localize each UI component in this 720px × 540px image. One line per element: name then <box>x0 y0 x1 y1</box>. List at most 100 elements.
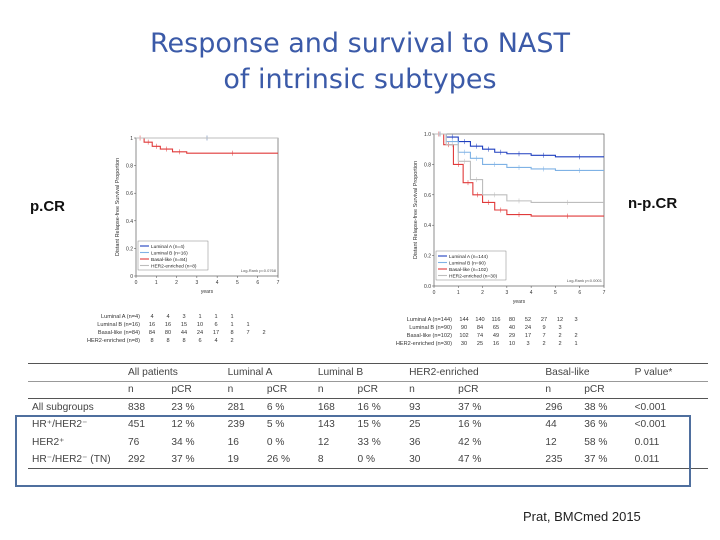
table-cell: 16 % <box>458 419 482 431</box>
legend-entry: Luminal B (n=90) <box>449 260 486 266</box>
y-tick-label: 0.6 <box>424 193 431 199</box>
table-cell: 37 % <box>167 451 224 469</box>
table-group-header-row: All patients Luminal A Luminal B HER2-en… <box>28 363 708 382</box>
risk-value: 27 <box>540 317 548 323</box>
risk-row-label: HER2-enriched (n=8) <box>86 338 140 344</box>
risk-value: 3 <box>558 325 562 331</box>
x-tick-label: 1 <box>155 280 158 286</box>
x-tick-label: 6 <box>256 280 259 286</box>
risk-value: 17 <box>524 333 532 339</box>
risk-value: 12 <box>556 317 564 323</box>
sub-header: pCR <box>454 381 542 399</box>
risk-value: 6 <box>214 322 218 328</box>
risk-value: 24 <box>524 325 532 331</box>
table-cell: 0 % <box>266 436 285 448</box>
risk-row-label: HER2-enriched (n=30) <box>395 341 452 347</box>
table-row: HR⁺/HER2⁻ 451 12 % 239 5 % 143 15 % 25 16 % 44 36 … <box>28 416 708 434</box>
risk-row: HER2-enriched (n=8) 8 8 8 6 4 2 <box>82 337 282 345</box>
risk-value: 9 <box>542 325 546 331</box>
group-header: Basal-like <box>541 363 631 382</box>
table-cell: 6 % <box>266 402 285 413</box>
table-cell: 19 <box>223 451 263 469</box>
risk-value: 30 <box>460 341 468 347</box>
table-cell: 12 % <box>171 419 195 431</box>
risk-row-label: Luminal B (n=90) <box>409 325 452 331</box>
table-cell: 16 <box>227 436 239 448</box>
risk-value: 1 <box>574 341 578 347</box>
risk-value: 74 <box>476 333 484 339</box>
risk-value: 24 <box>196 330 204 336</box>
table-cell: 36 <box>409 436 421 448</box>
risk-value: 4 <box>214 338 218 344</box>
sub-header: pCR <box>353 381 406 399</box>
table-cell: 25 <box>409 419 421 431</box>
risk-value: 1 <box>230 314 234 320</box>
x-axis-label: years <box>513 299 526 305</box>
x-tick-label: 7 <box>603 290 606 296</box>
risk-value: 144 <box>459 317 469 323</box>
risk-value: 16 <box>492 341 500 347</box>
y-tick-label: 0.2 <box>126 246 133 252</box>
risk-value: 7 <box>246 330 250 336</box>
y-tick-label: 0.8 <box>126 164 133 170</box>
risk-value: 80 <box>164 330 172 336</box>
risk-row: Basal-like (n=84) 84 80 44 24 17 8 7 2 <box>82 329 282 337</box>
risk-value: 3 <box>182 314 186 320</box>
x-tick-label: 0 <box>135 280 138 286</box>
x-tick-label: 3 <box>505 290 508 296</box>
risk-value: 102 <box>459 333 469 339</box>
legend-entry: Basal-like (n=84) <box>151 257 188 263</box>
risk-value: 2 <box>542 341 546 347</box>
sub-header: pCR <box>580 381 631 399</box>
pvalue-label: Log-Rank p<0.0001 <box>567 278 603 283</box>
table-row: HER2⁺ 76 34 % 16 0 % 12 33 % 36 42 % 12 58 % 0.011 <box>28 434 708 452</box>
pvalue-label: Log-Rank p=0.0768 <box>241 268 277 273</box>
group-header: P value* <box>630 363 708 382</box>
risk-value: 6 <box>198 338 202 344</box>
risk-value: 80 <box>508 317 516 323</box>
table-cell: 42 % <box>458 436 482 448</box>
km-plot-npcr: Distant Relapse-free Survival Proportion… <box>413 131 606 305</box>
risk-row-label: Luminal A (n=4) <box>100 314 140 320</box>
x-axis-label: years <box>201 289 214 295</box>
table-cell: 235 <box>541 451 581 469</box>
risk-value: 8 <box>150 338 154 344</box>
table-cell: 34 % <box>171 436 195 448</box>
group-header: HER2-enriched <box>405 363 542 382</box>
table-sub-header-row: n pCR n pCR n pCR n pCR n pCR <box>28 381 708 399</box>
slide-title: Response and survival to NAST of intrins… <box>0 26 720 98</box>
legend-entry: Basal-like (n=102) <box>449 267 488 273</box>
y-tick-label: 0.4 <box>126 219 133 225</box>
x-tick-label: 4 <box>216 280 219 286</box>
table-cell: 76 <box>128 436 140 448</box>
table-cell: 44 <box>545 419 557 431</box>
row-label: All subgroups <box>32 402 94 413</box>
risk-value: 90 <box>460 325 468 331</box>
risk-value: 8 <box>182 338 186 344</box>
risk-value: 4 <box>166 314 170 320</box>
legend-box <box>137 240 209 271</box>
risk-row: Luminal A (n=4) 4 4 3 1 1 1 <box>82 313 282 321</box>
title-line-1: Response and survival to NAST <box>150 28 570 59</box>
risk-row-label: Basal-like (n=102) <box>406 333 452 339</box>
risk-value: 16 <box>148 322 156 328</box>
risk-row: Luminal A (n=144) 144 140 116 80 52 27 12 3 <box>380 316 610 324</box>
table-cell: 15 % <box>357 419 381 431</box>
risk-value: 17 <box>212 330 220 336</box>
y-axis-label: Distant Relapse-free Survival Proportion <box>115 158 121 256</box>
risk-value: 2 <box>574 333 578 339</box>
group-header: Luminal B <box>313 363 406 382</box>
risk-value: 44 <box>180 330 188 336</box>
table-row: All subgroups 838 23 % 281 6 % 168 16 % 93 37 % 2… <box>28 399 708 417</box>
y-tick-label: 0.2 <box>424 254 431 260</box>
table-cell: <0.001 <box>634 419 667 431</box>
risk-value: 8 <box>230 330 234 336</box>
sub-header: pCR <box>262 381 314 399</box>
table-cell: 26 % <box>262 451 314 469</box>
table-cell: 47 % <box>454 451 542 469</box>
table-cell: 838 <box>128 402 145 413</box>
legend-entry: HER2-enriched (n=30) <box>449 273 498 279</box>
x-tick-label: 2 <box>175 280 178 286</box>
risk-value: 1 <box>230 322 234 328</box>
table-cell: 143 <box>317 419 335 431</box>
